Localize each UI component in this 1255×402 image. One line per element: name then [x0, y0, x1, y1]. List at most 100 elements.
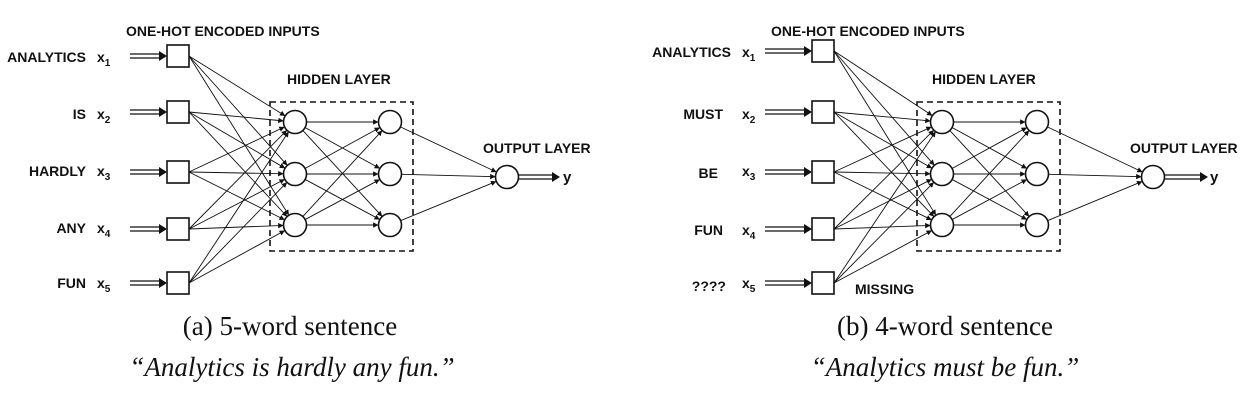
- panel-a-edge-in1-h3: [188, 55, 290, 216]
- panel-b-x-symbols: x1 x2 x3 x4 x5: [742, 44, 756, 295]
- panel-a-input-node-4: [166, 217, 190, 241]
- panel-a-edge-h22-out: [401, 173, 496, 180]
- panel-b-output-node: [1140, 164, 1166, 190]
- panel-b-edge-h12-h21: [952, 127, 1027, 169]
- panel-a-edge-in3-h1: [188, 126, 285, 173]
- panel-b-edge-h13-h21: [949, 130, 1030, 217]
- panel-a-double-arrows: [130, 51, 560, 288]
- panel-b-edge-h13-h22: [952, 179, 1027, 220]
- panel-a-hidden-node-1-3: [282, 212, 308, 238]
- panel-a-input-arrow-2: [130, 107, 167, 117]
- panel-b-input-arrow-3: [765, 167, 812, 177]
- panel-a-hidden-node-2-3: [377, 212, 403, 238]
- panel-b-edge-in1-h2: [833, 50, 935, 166]
- panel-b: ONE-HOT ENCODED INPUTS HIDDEN LAYER OUTP…: [652, 23, 1237, 382]
- panel-b-input-arrow-1: [765, 46, 812, 56]
- panel-a-edge-in4-h3: [188, 222, 284, 230]
- panel-a-quote: “Analytics is hardly any fun.”: [129, 352, 454, 382]
- panel-a-edge-in3-h2: [188, 170, 284, 177]
- panel-a-hidden-layer-box: [269, 101, 414, 252]
- panel-a-x5-symbol: x5: [97, 275, 111, 295]
- panel-b-hidden-node-2-3: [1024, 212, 1050, 238]
- panel-a-edge-h23-out: [400, 180, 497, 221]
- panel-a-hidden-node-2-1: [377, 109, 403, 135]
- panel-b-input-node-3: [811, 160, 835, 184]
- panel-b-input-node-4: [811, 217, 835, 241]
- panel-a-output-symbol: y: [563, 169, 572, 186]
- panel-a-hidden-node-1-1: [282, 109, 308, 135]
- panel-b-x2-symbol: x2: [742, 106, 756, 126]
- panel-b-hidden-node-2-2: [1024, 161, 1050, 187]
- panel-a-edges: [188, 55, 497, 284]
- panel-b-edge-in1-h3: [833, 50, 937, 216]
- panel-a-word-4: ANY: [56, 220, 86, 236]
- panel-a-edge-in2-h2: [188, 111, 286, 169]
- panel-b-edge-h22-out: [1048, 173, 1142, 180]
- panel-a-input-node-1: [166, 44, 190, 68]
- panel-b-input-arrow-5: [765, 278, 812, 288]
- panel-b-edge-in2-h3: [833, 111, 935, 217]
- panel-b-hidden-node-2-1: [1024, 109, 1050, 135]
- panel-b-input-node-2: [811, 100, 835, 124]
- panel-a-output-title: OUTPUT LAYER: [483, 140, 591, 156]
- panel-a-edge-in3-h3: [188, 171, 285, 221]
- panel-a-input-node-2: [166, 100, 190, 124]
- panel-a-edge-in5-h3: [188, 230, 285, 284]
- panel-a-x-symbols: x1 x2 x3 x4 x5: [97, 49, 111, 295]
- panel-b-input-node-1: [811, 39, 835, 63]
- panel-b-edge-in4-h3: [833, 222, 931, 230]
- panel-b-hidden-node-1-2: [929, 161, 955, 187]
- panel-b-edge-in2-h2: [833, 111, 933, 169]
- panel-a-edge-h13-h22: [305, 179, 380, 220]
- panel-b-hidden-node-1-3: [929, 212, 955, 238]
- panel-b-edge-in5-h3: [833, 230, 932, 284]
- panel-b-hidden-title: HIDDEN LAYER: [932, 71, 1036, 87]
- panel-b-x1-symbol: x1: [742, 44, 756, 64]
- panel-a-edge-h12-h21: [305, 127, 380, 169]
- panel-a-inputs-title: ONE-HOT ENCODED INPUTS: [126, 23, 320, 39]
- panel-a-word-5: FUN: [57, 275, 86, 291]
- panel-a-input-arrow-3: [130, 167, 167, 177]
- panel-b-edge-in2-h1: [833, 111, 931, 124]
- panel-a-output-arrow: [519, 172, 560, 182]
- panel-b-output-title: OUTPUT LAYER: [1130, 140, 1238, 156]
- panel-a-caption: (a) 5-word sentence: [183, 311, 397, 341]
- panel-a-input-arrow-1: [130, 51, 167, 61]
- panel-b-edge-h21-out: [1047, 126, 1143, 173]
- panel-b-edge-in4-h2: [833, 179, 932, 230]
- panel-b-quote: “Analytics must be fun.”: [811, 352, 1080, 382]
- panel-b-word-5-missing: ????: [692, 278, 726, 294]
- panel-b-edge-in5-h2: [833, 182, 934, 284]
- panel-a-hidden-node-1-2: [282, 161, 308, 187]
- panel-a-word-2: IS: [73, 106, 86, 122]
- panel-a-input-node-3: [166, 160, 190, 184]
- panel-b-word-3: BE: [699, 165, 718, 181]
- panel-b-x5-symbol: x5: [742, 275, 756, 295]
- panel-b-missing-label: MISSING: [855, 281, 914, 297]
- panel-b-caption: (b) 4-word sentence: [837, 311, 1053, 341]
- panel-b-output-arrow: [1165, 172, 1208, 182]
- panel-a-edge-in1-h1: [188, 55, 286, 117]
- panel-a-output-node: [494, 164, 520, 190]
- panel-a-x2-symbol: x2: [97, 106, 111, 126]
- panel-b-word-1: ANALYTICS: [652, 44, 731, 60]
- panel-a-edge-in4-h2: [188, 179, 285, 230]
- panel-b-input-arrow-4: [765, 224, 812, 234]
- panel-a-input-arrow-5: [130, 278, 167, 288]
- panel-a-edge-h13-h21: [302, 130, 383, 217]
- panel-b-hidden-layer-box: [916, 101, 1061, 252]
- panel-a: ONE-HOT ENCODED INPUTS HIDDEN LAYER OUTP…: [7, 23, 590, 382]
- panel-b-edge-h23-out: [1047, 180, 1143, 221]
- panel-b-edge-in1-h1: [833, 50, 933, 116]
- panel-b-edges: [833, 50, 1143, 284]
- panel-b-word-4: FUN: [694, 222, 723, 238]
- panel-b-hidden-node-1-1: [929, 109, 955, 135]
- panel-b-x4-symbol: x4: [742, 222, 756, 242]
- panel-a-x1-symbol: x1: [97, 49, 111, 69]
- panel-a-x4-symbol: x4: [97, 220, 111, 240]
- panel-b-x3-symbol: x3: [742, 163, 756, 183]
- panel-a-input-arrow-4: [130, 224, 167, 234]
- panel-a-input-node-5: [166, 271, 190, 295]
- panel-a-edge-h21-out: [400, 126, 497, 173]
